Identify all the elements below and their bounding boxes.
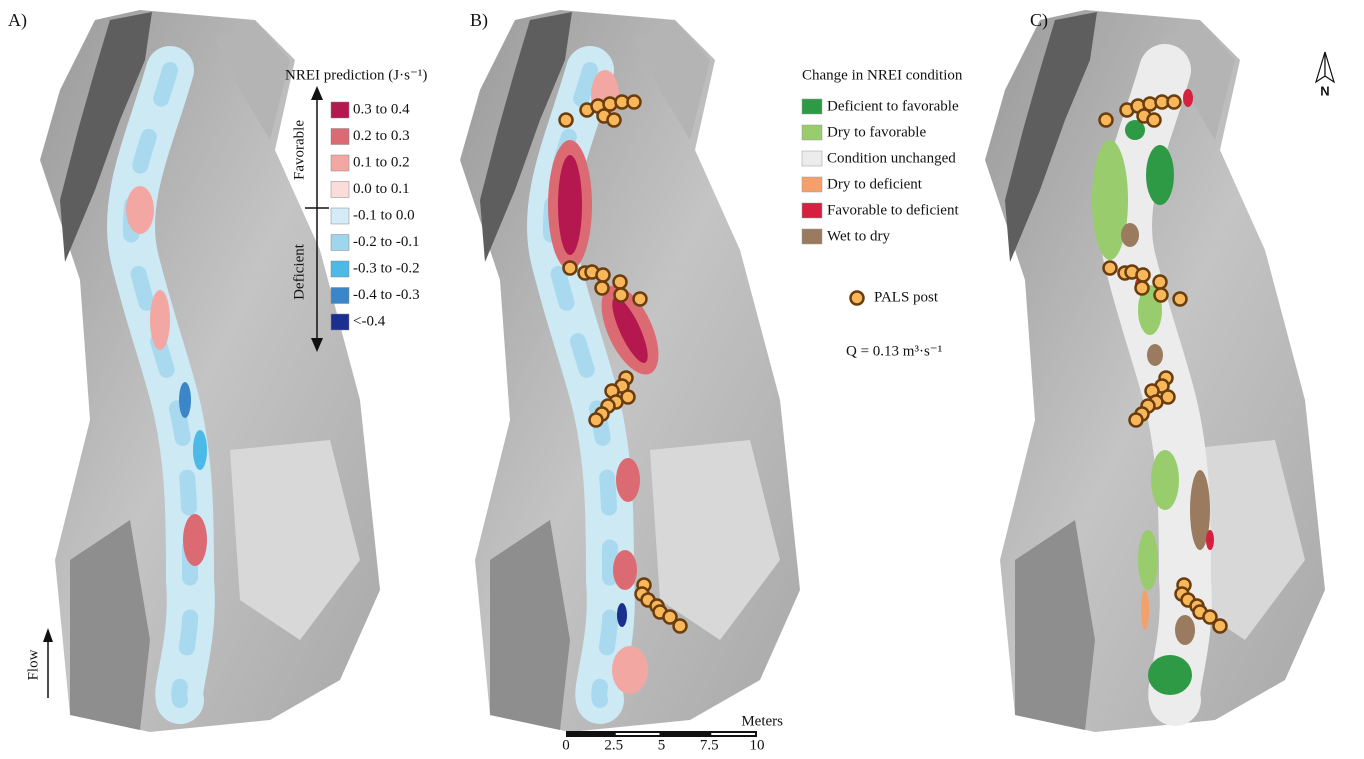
legend-swatch: [331, 314, 349, 330]
legend-label: 0.0 to 0.1: [353, 181, 410, 197]
pals-post: [608, 114, 621, 127]
legend-label: Deficient to favorable: [827, 98, 959, 114]
legend-label: 0.3 to 0.4: [353, 101, 410, 117]
legend-swatch: [802, 125, 822, 140]
pals-post-label: PALS post: [874, 289, 939, 305]
flow-label: Flow: [25, 649, 41, 680]
legend-title: Change in NREI condition: [802, 67, 963, 83]
pals-post: [634, 293, 647, 306]
legend-label: Condition unchanged: [827, 150, 956, 166]
panel-label: C): [1030, 10, 1048, 31]
pals-post: [1104, 262, 1117, 275]
legend-label: -0.4 to -0.3: [353, 287, 420, 303]
pals-post: [615, 289, 628, 302]
pals-post: [622, 391, 635, 404]
legend-swatch: [331, 261, 349, 277]
legend-swatch: [802, 99, 822, 114]
legend-swatch: [331, 235, 349, 251]
legend-swatch: [331, 155, 349, 171]
pals-post: [1155, 289, 1168, 302]
pals-post-symbol: [851, 292, 864, 305]
legend-swatch: [331, 102, 349, 118]
legend-swatch: [802, 151, 822, 166]
legend-swatch: [331, 129, 349, 145]
pals-post: [590, 414, 603, 427]
scale-bar-label: 2.5: [604, 737, 623, 753]
pals-post: [1154, 276, 1167, 289]
scale-bar-label: 7.5: [700, 737, 719, 753]
legend-label: Favorable to deficient: [827, 202, 959, 218]
panel-label: A): [8, 10, 27, 31]
legend-label: -0.2 to -0.1: [353, 234, 420, 250]
flow-arrow: [43, 628, 53, 698]
pals-post: [597, 269, 610, 282]
pals-post: [1214, 620, 1227, 633]
legend-label: Wet to dry: [827, 228, 890, 244]
nrei-legend: 0.3 to 0.4 0.2 to 0.3 0.1 to 0.2 0.0 to 0.1…: [331, 101, 420, 330]
pals-post: [1130, 414, 1143, 427]
pals-post: [1174, 293, 1187, 306]
legend-label: 0.1 to 0.2: [353, 154, 410, 170]
pals-post: [1162, 391, 1175, 404]
scale-bar-label: 0: [562, 737, 570, 753]
panel-label: B): [470, 10, 488, 31]
pals-post: [628, 96, 641, 109]
pals-post: [674, 620, 687, 633]
pals-post: [614, 276, 627, 289]
figure: A) B) C) NREI prediction (J·s⁻¹) Favorab…: [0, 0, 1364, 754]
legend-label: Dry to favorable: [827, 124, 926, 140]
scale-bar-segment: [711, 733, 755, 735]
pals-post: [1168, 96, 1181, 109]
legend-title: NREI prediction (J·s⁻¹): [285, 67, 427, 83]
legend-swatch: [802, 177, 822, 192]
page: { "panels": [ {"label": "A)"}, {"label":…: [0, 0, 1364, 754]
deficient-label: Deficient: [291, 243, 307, 300]
scale-bar-label: 10: [750, 737, 765, 753]
favorable-label: Favorable: [291, 120, 307, 180]
legend-label: <-0.4: [353, 313, 386, 329]
scale-bar-title: Meters: [741, 713, 783, 729]
legend-label: Dry to deficient: [827, 176, 923, 192]
pals-post: [1100, 114, 1113, 127]
legend-swatch: [802, 229, 822, 244]
change-legend: Deficient to favorable Dry to favorable Co…: [802, 98, 959, 244]
legend-label: -0.1 to 0.0: [353, 207, 415, 223]
pals-post: [1136, 282, 1149, 295]
pals-post: [560, 114, 573, 127]
north-arrow: [1316, 52, 1334, 82]
pals-post: [1148, 114, 1161, 127]
legend-label: -0.3 to -0.2: [353, 260, 420, 276]
scale-bar-label: 5: [658, 737, 666, 753]
pals-post: [1137, 269, 1150, 282]
pals-post: [596, 282, 609, 295]
legend-swatch: [331, 288, 349, 304]
north-label: N: [1320, 83, 1329, 98]
legend-label: 0.2 to 0.3: [353, 128, 410, 144]
scale-bar-segment: [616, 733, 660, 735]
legend-swatch: [331, 208, 349, 224]
discharge-label: Q = 0.13 m³·s⁻¹: [846, 343, 942, 359]
pals-post: [564, 262, 577, 275]
legend-swatch: [802, 203, 822, 218]
legend-swatch: [331, 182, 349, 198]
scale-bar: 0 2.5 5 7.5 10: [562, 731, 764, 753]
